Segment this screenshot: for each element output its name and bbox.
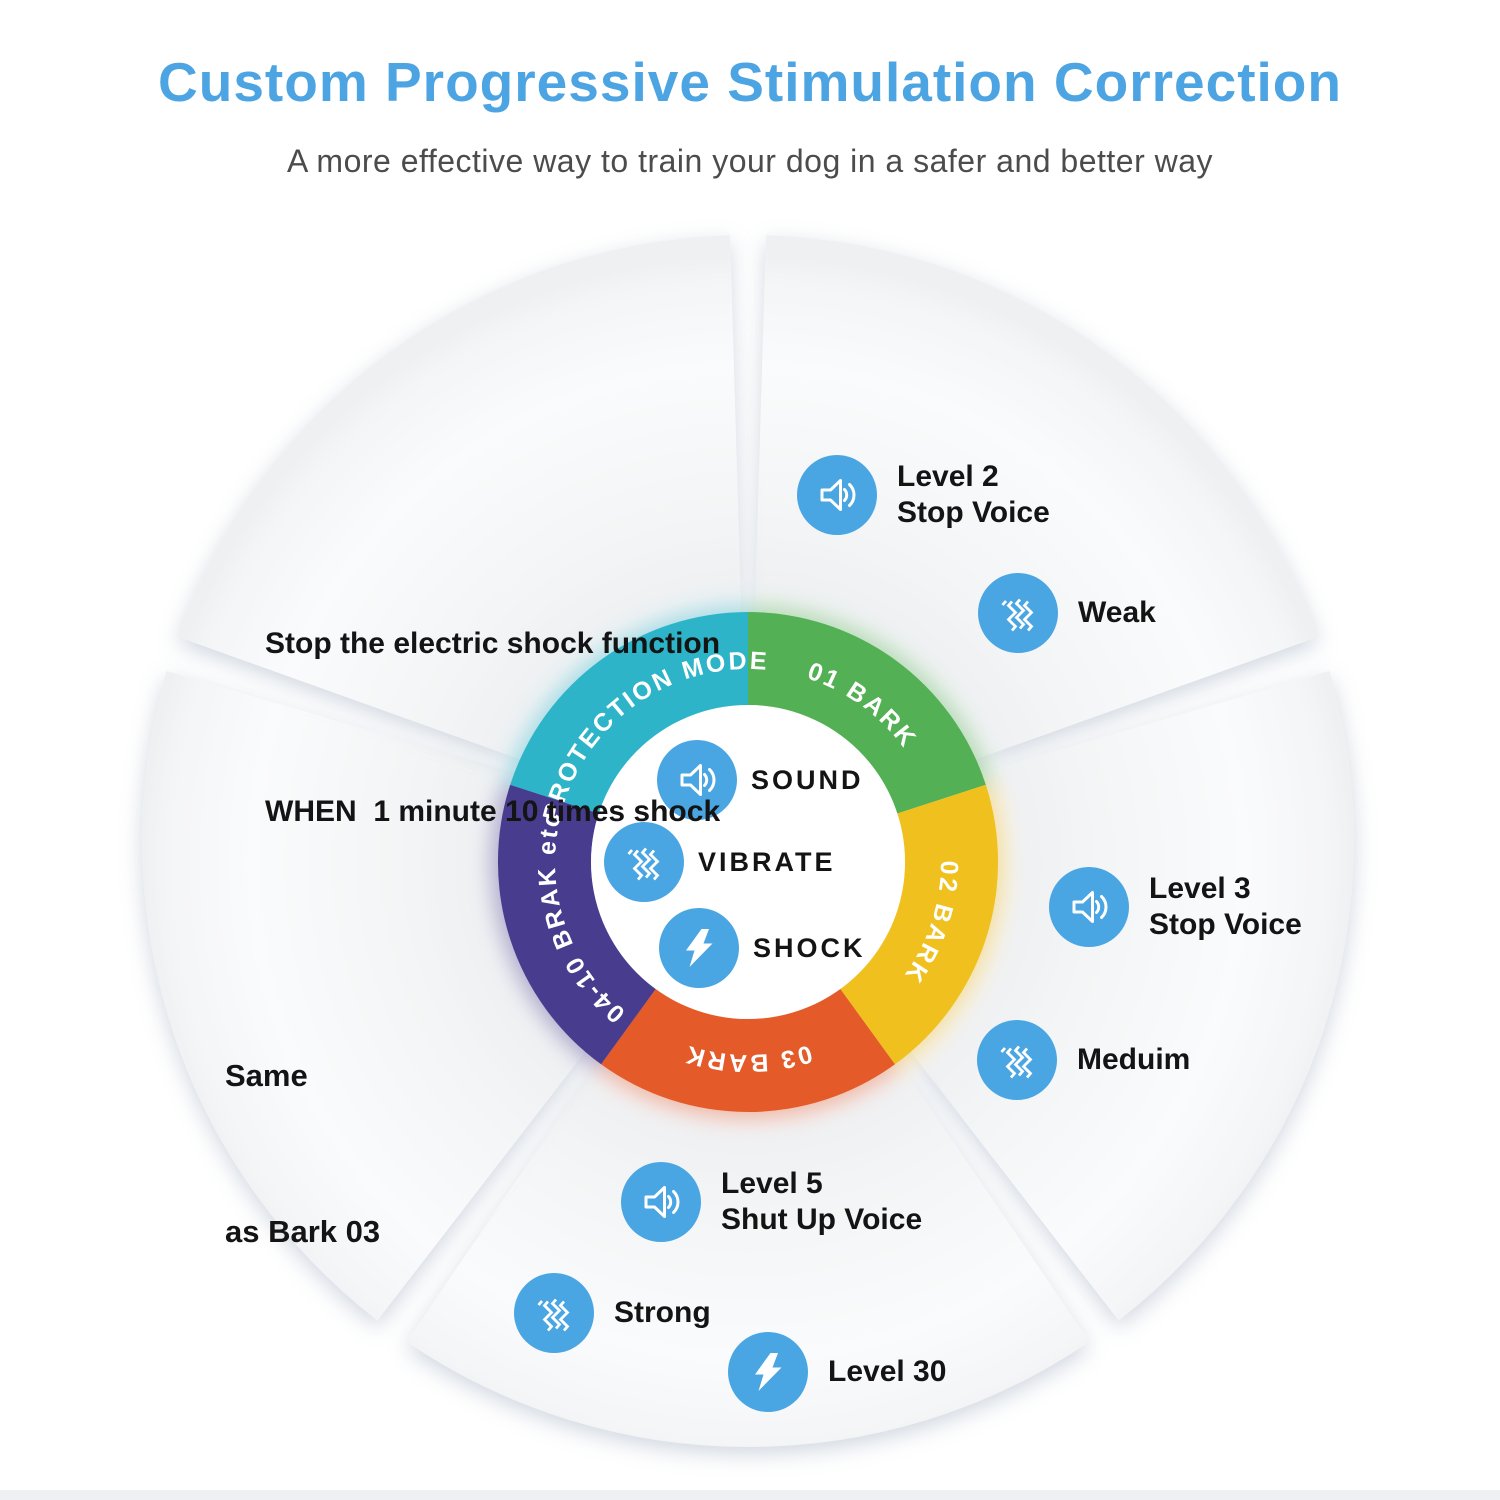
mode-label: SHOCK [753,932,866,963]
sound-icon [657,740,737,820]
note-line: Strong [614,1296,711,1329]
note-line: Weak [1078,596,1156,629]
ring-segment-protection [510,612,748,814]
mode-label: VIBRATE [698,846,836,877]
vibrate-icon [604,822,684,902]
shock-icon [659,908,739,988]
note-line: Level 30 [828,1355,947,1388]
mode-label: SOUND [751,764,864,795]
protection-note-line1: Stop the electric shock function [265,627,721,660]
page-subtitle: A more effective way to train your dog i… [286,143,1214,179]
bottom-strip [0,1490,1500,1500]
same-note-line1: Same [225,1058,308,1093]
note-bark02-sound: Level 3 Stop Voice [1049,867,1302,947]
note-bark01-sound: Level 2 Stop Voice [797,455,1050,535]
ring-segment-bark02 [840,784,999,1065]
note-bark02-vibrate: Meduim [977,1020,1190,1100]
sound-icon [1049,867,1129,947]
note-line: Shut Up Voice [721,1203,923,1236]
vibrate-icon [977,1020,1057,1100]
vibrate-icon [978,573,1058,653]
same-as-bark03-note: Same as Bark 03 [225,946,380,1362]
protection-note: Stop the electric shock function WHEN 1 … [265,504,720,952]
note-line: Stop Voice [897,496,1050,529]
note-bark03-sound: Level 5 Shut Up Voice [621,1162,922,1242]
mode-row-vibrate: VIBRATE [604,822,836,902]
ring-segment-bark01 [748,612,986,814]
sound-icon [621,1162,701,1242]
ring-segment-bark-etc [497,784,656,1065]
shock-icon [728,1332,808,1412]
note-line: Stop Voice [1149,908,1302,941]
note-line: Level 3 [1149,872,1251,905]
vibrate-icon [514,1273,594,1353]
ring-segments [497,612,999,1113]
same-note-line2: as Bark 03 [225,1214,381,1249]
mode-row-shock: SHOCK [659,908,866,988]
note-bark03-vibrate: Strong [514,1273,711,1353]
sound-icon [797,455,877,535]
note-line: Level 2 [897,460,999,493]
page-title: Custom Progressive Stimulation Correctio… [158,51,1342,113]
protection-note-line2: WHEN 1 minute 10 times shock [265,795,721,828]
note-line: Meduim [1077,1043,1191,1076]
mode-row-sound: SOUND [657,740,864,820]
note-bark01-vibrate: Weak [978,573,1156,653]
ring-segment-bark03 [601,989,895,1113]
note-line: Level 5 [721,1167,823,1200]
note-bark03-shock: Level 30 [728,1332,946,1412]
